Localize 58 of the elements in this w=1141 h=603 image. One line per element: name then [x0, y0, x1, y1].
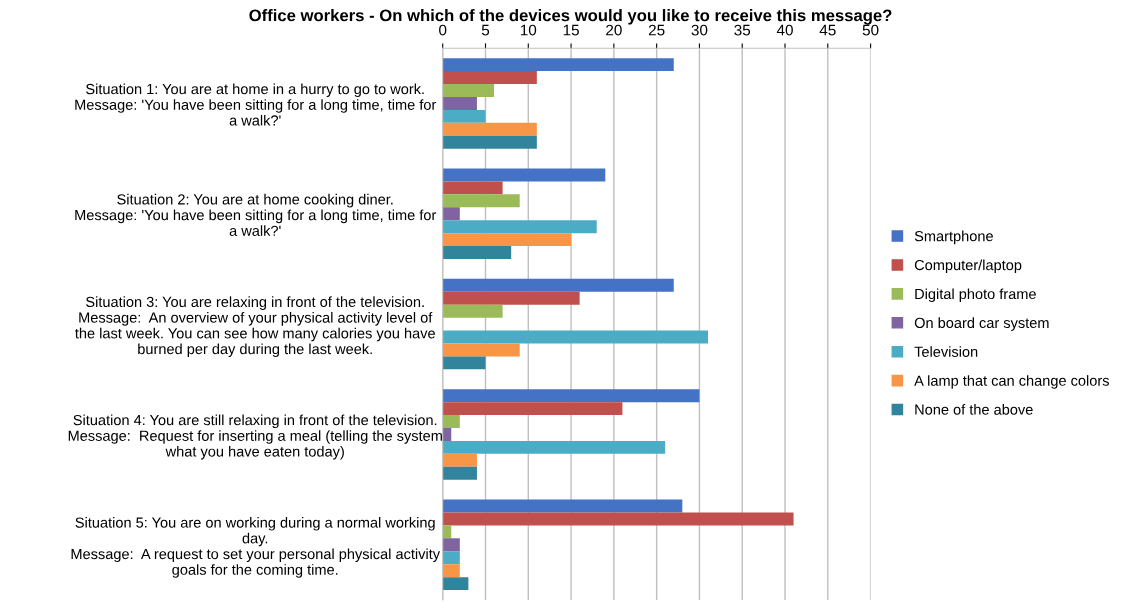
chart-title: Office workers - On which of the devices would you like to receive this message? [249, 9, 892, 25]
bar [442, 220, 597, 234]
bar [442, 525, 452, 539]
y-tick-label: Situation 2: You are at home cooking diner. Message: 'You have been sitting for a long time, time for a walk?' [75, 193, 437, 236]
bar [442, 512, 794, 526]
bar [442, 246, 512, 260]
bar [442, 278, 674, 292]
bar [442, 122, 537, 136]
x-tick-label: 30 [691, 24, 708, 36]
x-tick-label: 35 [734, 24, 751, 36]
bar [442, 402, 623, 416]
bar [442, 207, 460, 221]
legend-label: Digital photo frame [915, 288, 1036, 302]
y-tick-label: Situation 5: You are on working during a normal working day. Message: A request to set your personal physical activity goals for the coming time. [71, 517, 441, 578]
bar [442, 58, 674, 72]
bar [442, 181, 503, 195]
bar [442, 109, 486, 123]
legend-label: None of the above [915, 404, 1033, 415]
legend-label: Television [914, 346, 978, 357]
x-tick-label: 10 [520, 24, 537, 36]
bar [442, 415, 460, 428]
bar [442, 466, 477, 480]
y-tick-label: Situation 3: You are relaxing in front of the television. Message: An overview of your physical activity level of the last week. You can see how many calories you have burned per day during the last week. [75, 296, 435, 358]
bar [442, 499, 683, 513]
legend-label: On board car system [914, 317, 1049, 331]
bar [442, 564, 460, 578]
bar [442, 453, 477, 467]
bar [442, 71, 537, 85]
x-tick-label: 45 [819, 24, 836, 36]
legend-label: A lamp that can change colors [914, 375, 1109, 389]
bar [442, 389, 700, 403]
legend-label: Computer/laptop [914, 259, 1022, 274]
x-tick-label: 50 [862, 24, 879, 36]
bar [442, 551, 460, 565]
bar [442, 84, 495, 97]
bar [442, 577, 469, 591]
x-tick-label: 15 [563, 24, 579, 36]
bar [442, 343, 520, 357]
x-tick-label: 0 [439, 24, 447, 36]
bar [442, 291, 580, 305]
bar [442, 168, 606, 182]
x-tick-label: 25 [648, 24, 665, 36]
bar [442, 194, 520, 208]
bar [442, 440, 666, 454]
x-tick-label: 40 [776, 24, 793, 36]
bar [442, 304, 503, 318]
bar [442, 96, 477, 110]
bar [442, 135, 537, 149]
bar [442, 356, 486, 370]
bar [442, 428, 452, 441]
bar [442, 233, 572, 247]
y-tick-label: Situation 1: You are at home in a hurry to go to work. Message: 'You have been sitting for a long time, time for a walk?' [75, 83, 437, 126]
bar [442, 538, 460, 552]
x-tick-label: 5 [481, 24, 490, 36]
legend-label: Smartphone [914, 230, 993, 245]
bar [442, 330, 708, 344]
y-tick-label: Situation 4: You are still relaxing in front of the television. Message: Request for inserting a meal (telling the system what you have eaten today) [68, 414, 442, 460]
x-tick-label: 20 [606, 24, 622, 36]
